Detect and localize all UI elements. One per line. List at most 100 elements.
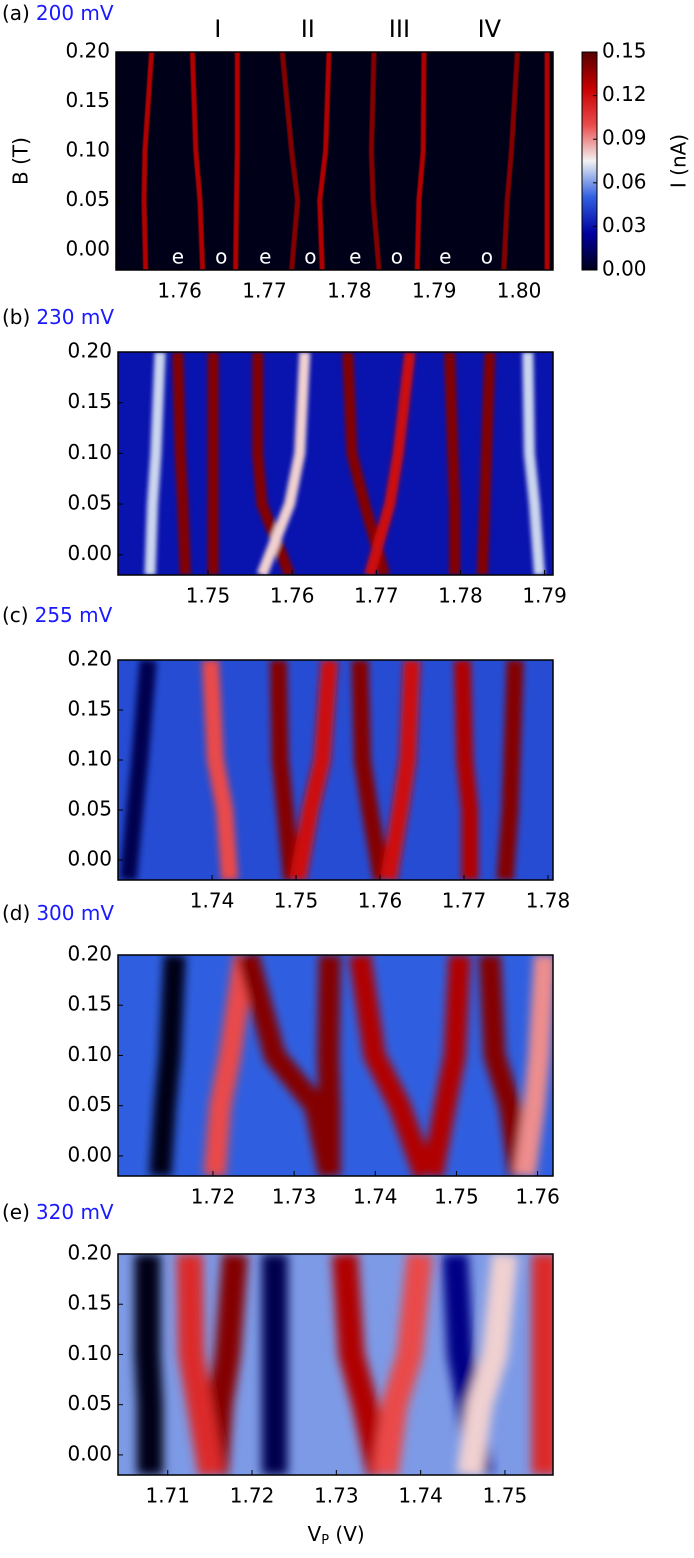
ridges	[134, 1254, 553, 1475]
heatmap	[118, 1254, 553, 1475]
current-ridge	[134, 1254, 163, 1475]
y-tick-label: 0.05	[67, 797, 112, 821]
plot-frame	[117, 1253, 554, 1476]
y-tick-label: 0.10	[67, 440, 112, 464]
y-tick-label: 0.15	[67, 1291, 112, 1315]
resonance-label: IV	[478, 15, 502, 43]
x-tick-label: 1.76	[515, 1185, 560, 1209]
current-ridge	[478, 955, 531, 1176]
x-tick-label: 1.71	[145, 1484, 190, 1508]
current-ridge	[456, 1254, 518, 1475]
ridges	[144, 352, 545, 575]
x-tick-label: 1.75	[274, 889, 319, 913]
current-ridge	[513, 955, 553, 1176]
current-ridge	[119, 660, 157, 880]
x-tick-label: 1.75	[483, 1484, 528, 1508]
y-tick-label: 0.05	[67, 1391, 112, 1415]
x-tick-label: 1.75	[434, 1185, 479, 1209]
current-ridge	[453, 660, 479, 880]
y-tick-label: 0.20	[67, 942, 112, 966]
colorbar-label: I (nA)	[667, 134, 691, 188]
colorbar-tick-label: 0.03	[602, 213, 647, 237]
heatmap-background	[116, 52, 553, 270]
colorbar-tick-label: 0.15	[602, 39, 647, 63]
x-tick-label: 1.73	[272, 1185, 317, 1209]
panel: (b) 230 mV 0.00 0.05 0.10 0.15 0.20 1.75 1.76 1.7…	[2, 305, 567, 608]
current-ridge	[269, 660, 301, 880]
y-tick-label: 0.10	[67, 1341, 112, 1365]
y-tick-label: 0.05	[67, 491, 112, 515]
bias-voltage: 230 mV	[36, 305, 114, 329]
heatmap	[116, 52, 553, 270]
current-ridge	[256, 352, 311, 575]
panel: (c) 255 mV 0.00 0.05 0.10 0.15 0.20 1.74 1.75 1.7…	[2, 603, 570, 913]
panel-letter: (d)	[2, 901, 30, 925]
panel-label: (b) 230 mV	[2, 305, 114, 329]
x-tick-label: 1.80	[497, 279, 542, 303]
panel-label: (d) 300 mV	[2, 901, 114, 925]
x-tick-label: 1.78	[438, 584, 483, 608]
ridges	[149, 955, 553, 1176]
heatmap	[118, 352, 553, 575]
x-tick-label: 1.76	[270, 584, 315, 608]
current-ridge	[149, 955, 186, 1176]
ridges	[119, 660, 524, 880]
current-ridge	[348, 955, 436, 1176]
parity-label: e	[439, 245, 451, 269]
y-tick-label: 0.00	[67, 541, 112, 565]
heatmap-background	[118, 660, 553, 880]
panel-label: (e) 320 mV	[2, 1200, 114, 1224]
x-tick-label: 1.72	[230, 1484, 275, 1508]
bias-voltage: 255 mV	[35, 603, 113, 627]
y-tick-label: 0.20	[67, 339, 112, 363]
current-ridge	[172, 352, 191, 575]
heatmap	[118, 660, 553, 880]
panel: (e) 320 mV 0.00 0.05 0.10 0.15 0.20 1.71 1.72 1.7…	[2, 1200, 554, 1548]
colorbar-tick-label: 0.06	[602, 169, 647, 193]
y-tick-label: 0.00	[67, 1142, 112, 1166]
plot-frame	[115, 51, 554, 271]
current-ridge	[364, 352, 416, 575]
colorbar	[581, 51, 598, 271]
resonance-label: III	[389, 15, 410, 43]
current-ridge	[317, 955, 341, 1176]
current-ridge	[522, 352, 545, 575]
x-tick-label: 1.76	[157, 279, 202, 303]
y-tick-label: 0.15	[67, 992, 112, 1016]
current-ridge	[317, 52, 332, 270]
x-label-sub: P	[321, 1533, 329, 1548]
y-tick-label: 0.10	[65, 138, 110, 162]
panel-letter: (c)	[2, 603, 29, 627]
y-tick-label: 0.15	[67, 389, 112, 413]
plot-frame	[117, 659, 554, 881]
heatmap	[118, 955, 553, 1176]
y-tick-label: 0.15	[65, 88, 110, 112]
x-tick-label: 1.78	[526, 889, 571, 913]
parity-label: o	[215, 245, 227, 269]
x-tick-label: 1.76	[358, 889, 403, 913]
current-ridge	[176, 1254, 225, 1475]
x-tick-label: 1.77	[242, 279, 287, 303]
plot-frame	[117, 351, 554, 576]
panel-letter: (a)	[2, 1, 30, 25]
current-ridge	[496, 660, 524, 880]
current-ridge	[331, 1254, 393, 1475]
x-tick-label: 1.74	[353, 1185, 398, 1209]
y-tick-label: 0.20	[67, 647, 112, 671]
panel-letter: (e)	[2, 1200, 30, 1224]
x-tick-label: 1.77	[354, 584, 399, 608]
parity-label: e	[172, 245, 184, 269]
y-tick-label: 0.05	[67, 1092, 112, 1116]
current-ridge	[380, 660, 421, 880]
y-tick-label: 0.10	[67, 747, 112, 771]
current-ridge	[289, 660, 339, 880]
resonance-label: II	[301, 15, 315, 43]
current-ridge	[351, 660, 391, 880]
panel-label: (a) 200 mV	[2, 1, 114, 25]
y-tick-label: 0.00	[67, 1441, 112, 1465]
current-ridge	[189, 52, 206, 270]
x-tick-label: 1.72	[191, 1185, 236, 1209]
current-ridge	[444, 352, 461, 575]
panel: (a) 200 mV 0.00 0.05 0.10 0.15 0.20 1.76 1.77 1.7…	[2, 1, 691, 303]
